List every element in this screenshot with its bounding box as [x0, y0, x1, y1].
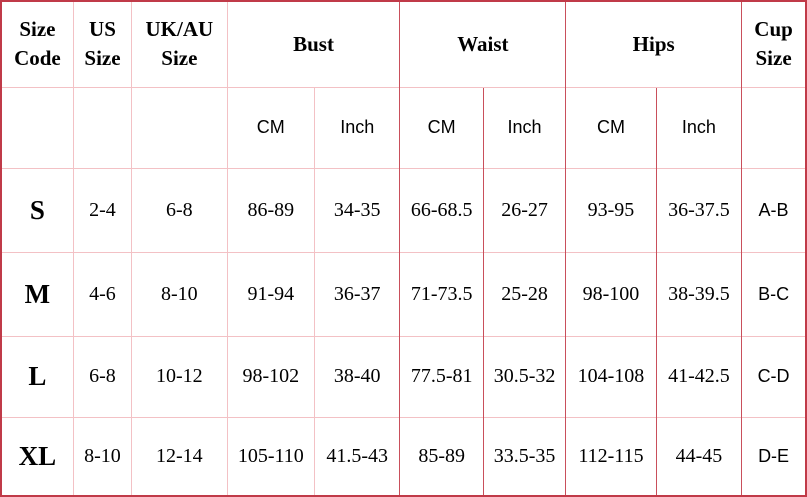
table-cell: 98-100 [565, 251, 657, 337]
subheader-empty-size-code [1, 86, 74, 168]
table-cell: 41-42.5 [655, 335, 742, 417]
header-waist: Waist [399, 1, 566, 88]
row-label-xl: XL [1, 416, 74, 496]
subheader-hips-inch: Inch [655, 86, 742, 168]
table-cell: 36-37.5 [655, 167, 742, 253]
table-cell: 105-110 [226, 416, 315, 496]
row-label-s: S [1, 167, 74, 253]
header-us-size: US Size [72, 1, 132, 88]
table-cell: 85-89 [399, 416, 484, 496]
table-row-l: L 6-8 10-12 98-102 38-40 77.5-81 30.5-32… [1, 335, 806, 417]
table-cell: 86-89 [226, 167, 315, 253]
header-size-code: Size Code [14, 16, 61, 71]
subheader-row: CM Inch CM Inch CM Inch [1, 86, 806, 168]
subheader-empty-us-size [72, 86, 132, 168]
subheader-hips-cm: CM [565, 86, 657, 168]
table-cell: 8-10 [72, 416, 132, 496]
header-cup-size: Cup Size [741, 1, 806, 88]
table-cell: 104-108 [565, 335, 657, 417]
table-cell: 66-68.5 [399, 167, 484, 253]
table-cell: 30.5-32 [482, 335, 566, 417]
table-cell: 12-14 [131, 416, 228, 496]
table-row-m: M 4-6 8-10 91-94 36-37 71-73.5 25-28 98-… [1, 251, 806, 337]
table-cell: 44-45 [655, 416, 742, 496]
table-cell-cup: D-E [741, 416, 806, 496]
subheader-bust-inch: Inch [314, 86, 400, 168]
subheader-empty-cup [741, 86, 806, 168]
header-uk-au-size: UK/AU Size [131, 1, 228, 88]
header-bust: Bust [226, 1, 400, 88]
table-cell: 38-39.5 [655, 251, 742, 337]
subheader-waist-inch: Inch [482, 86, 566, 168]
table-cell: 71-73.5 [399, 251, 484, 337]
table-cell-cup: A-B [741, 167, 806, 253]
table-cell: 6-8 [72, 335, 132, 417]
table-cell: 33.5-35 [482, 416, 566, 496]
table-cell: 4-6 [72, 251, 132, 337]
table-row-xl: XL 8-10 12-14 105-110 41.5-43 85-89 33.5… [1, 416, 806, 496]
row-label-m: M [1, 251, 74, 337]
header-hips: Hips [565, 1, 742, 88]
table-cell: 6-8 [131, 167, 228, 253]
subheader-waist-cm: CM [399, 86, 484, 168]
table-cell: 34-35 [314, 167, 400, 253]
header-row: Size Code US Size UK/AU Size Bust Waist … [1, 1, 806, 88]
subheader-empty-uk-au [131, 86, 228, 168]
table-cell: 36-37 [314, 251, 400, 337]
table-cell: 91-94 [226, 251, 315, 337]
table-cell: 93-95 [565, 167, 657, 253]
table-cell: 8-10 [131, 251, 228, 337]
row-label-l: L [1, 335, 74, 417]
subheader-bust-cm: CM [226, 86, 315, 168]
table-cell: 98-102 [226, 335, 315, 417]
table-cell: 38-40 [314, 335, 400, 417]
table-cell-cup: C-D [741, 335, 806, 417]
table-cell: 2-4 [72, 167, 132, 253]
table-cell-cup: B-C [741, 251, 806, 337]
table-cell: 41.5-43 [314, 416, 400, 496]
table-cell: 25-28 [482, 251, 566, 337]
table-cell: 112-115 [565, 416, 657, 496]
table-row-s: S 2-4 6-8 86-89 34-35 66-68.5 26-27 93-9… [1, 167, 806, 253]
table-cell: 26-27 [482, 167, 566, 253]
table-cell: 77.5-81 [399, 335, 484, 417]
table-cell: 10-12 [131, 335, 228, 417]
